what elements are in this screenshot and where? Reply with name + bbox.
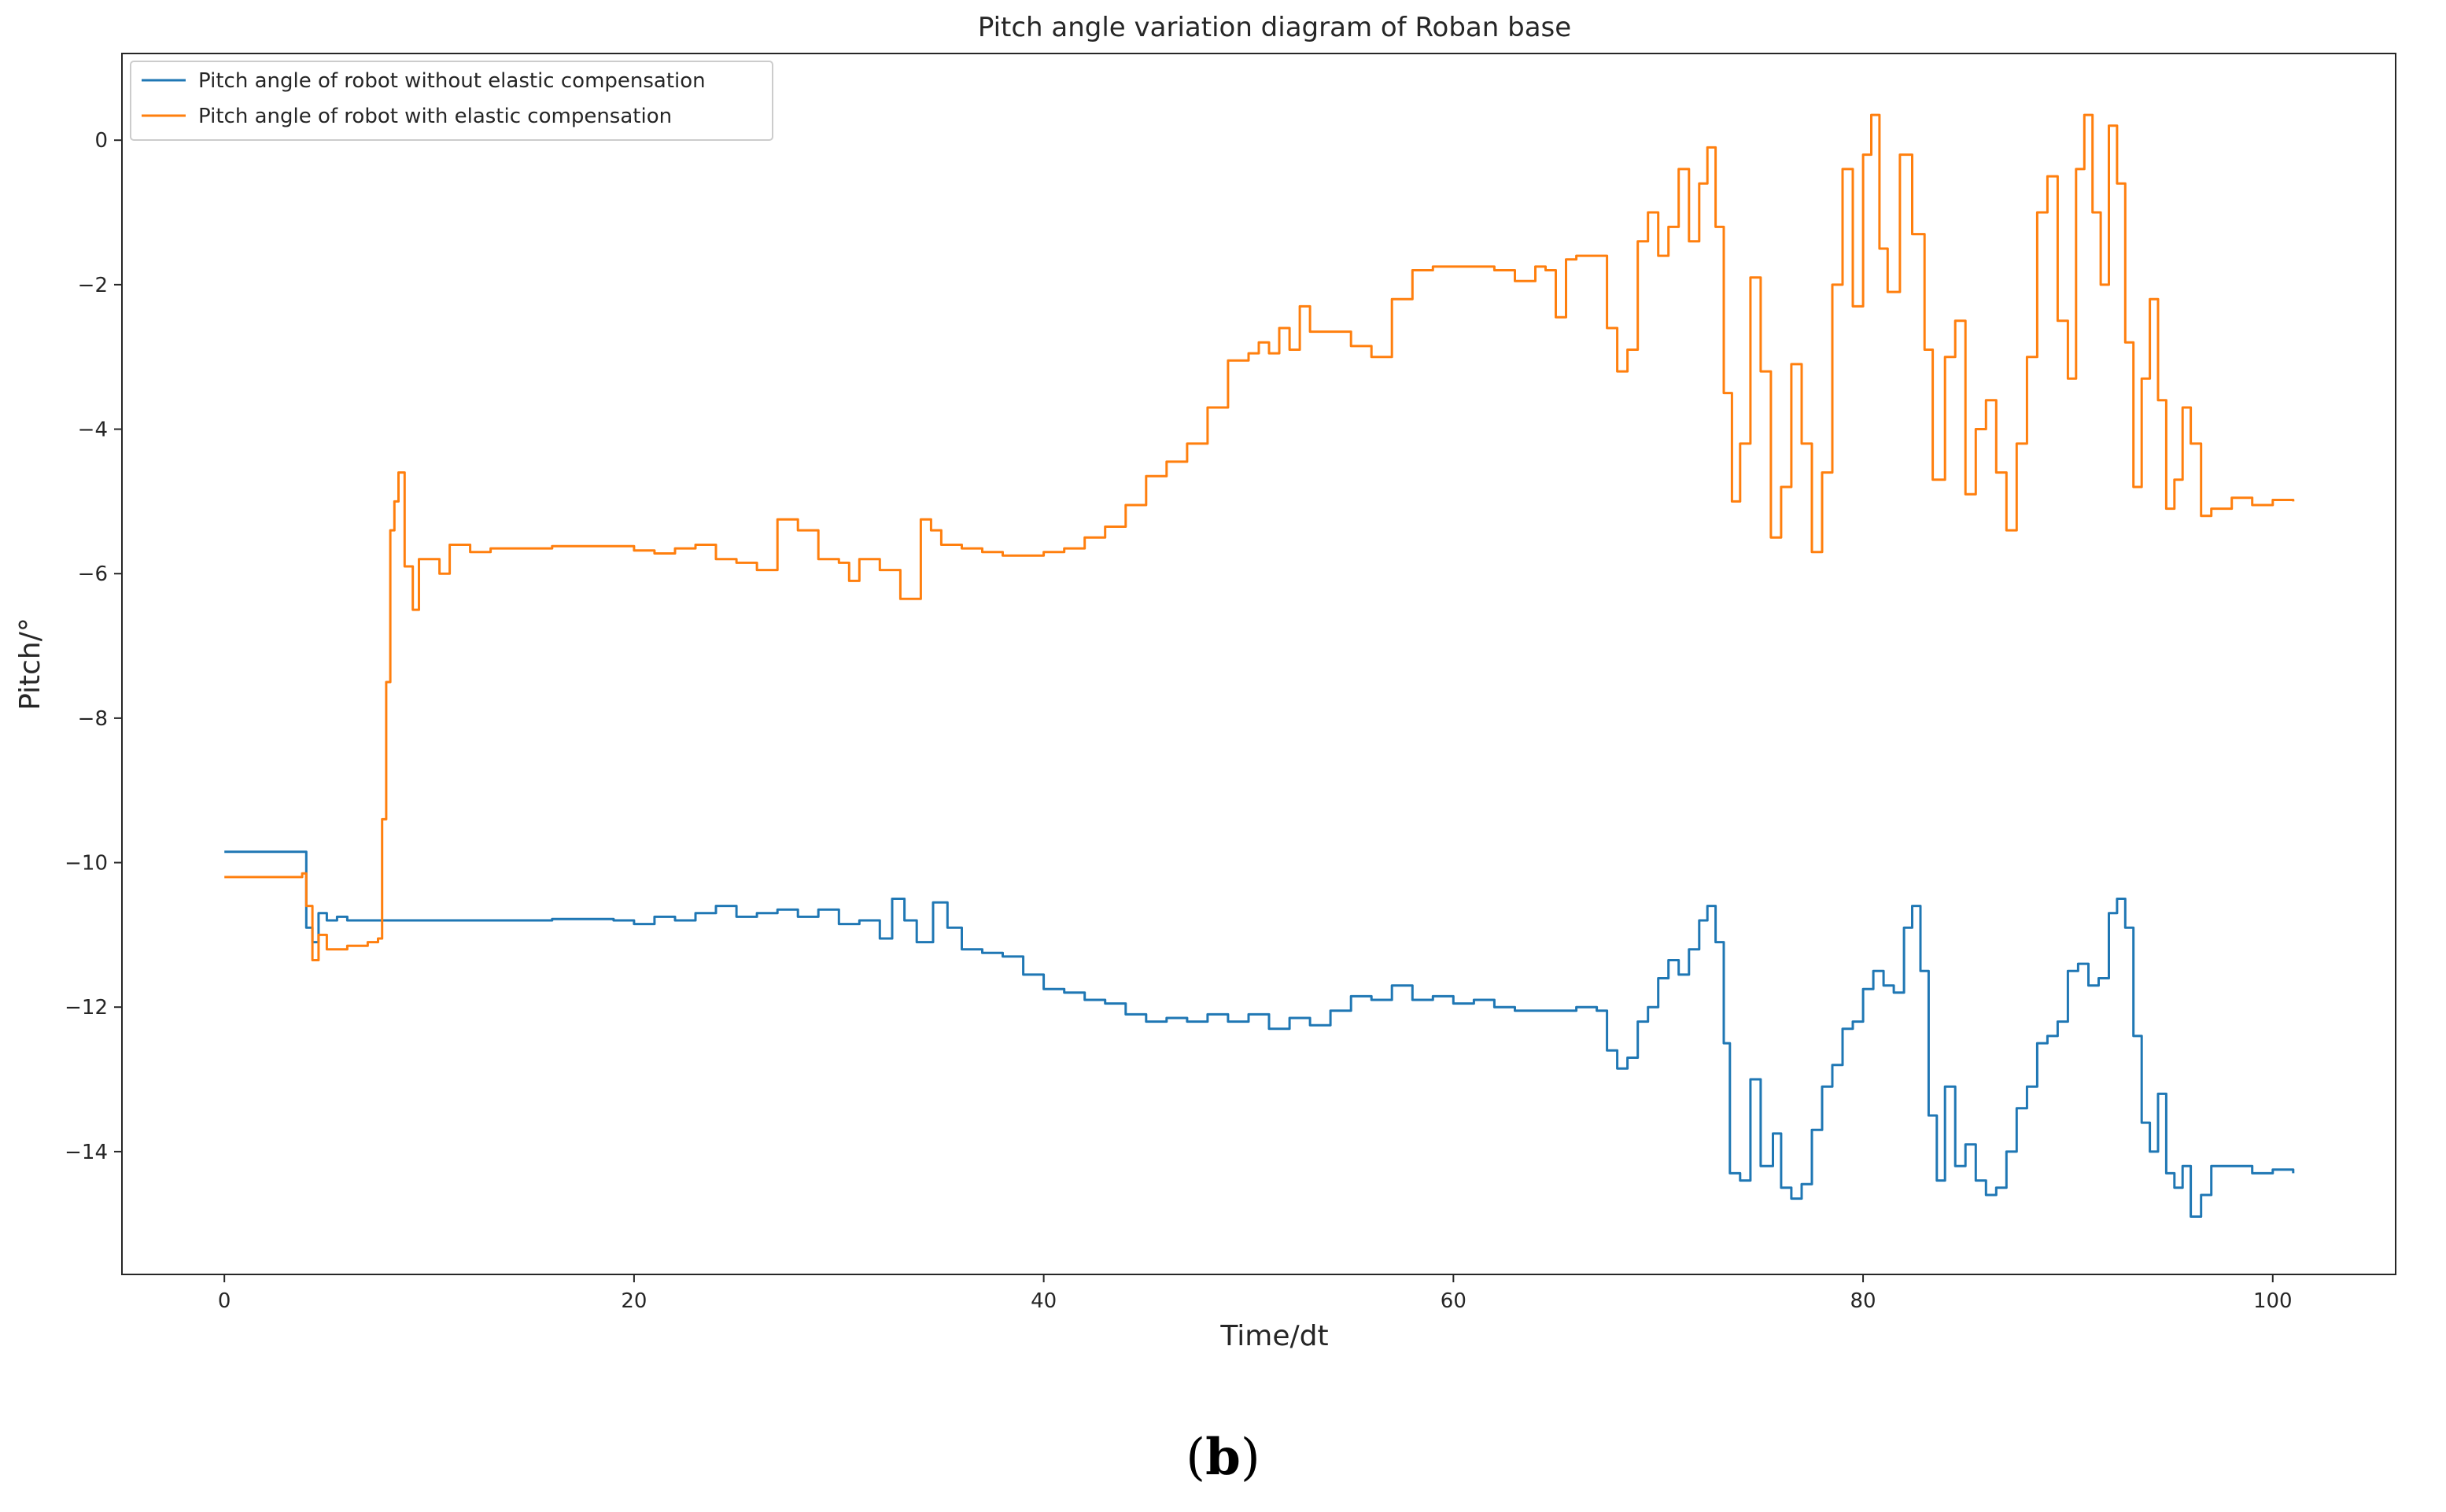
y-axis-label: Pitch/° [14, 618, 46, 710]
axis-ticks: 0 20 40 60 80 100 0 −2 −4 −6 −8 −10 −12 −14 [65, 129, 2292, 1313]
panel-label-letter: b [1205, 1428, 1241, 1487]
legend-label-no-compensation: Pitch angle of robot without elastic com… [198, 69, 706, 93]
y-tick-label: −6 [78, 562, 108, 586]
x-tick-label: 100 [2253, 1289, 2293, 1313]
legend: Pitch angle of robot without elastic com… [130, 61, 773, 141]
x-tick-label: 60 [1441, 1289, 1466, 1313]
legend-label-with-compensation: Pitch angle of robot with elastic compen… [198, 105, 672, 128]
x-tick-label: 20 [621, 1289, 647, 1313]
y-tick-label: 0 [94, 129, 108, 153]
y-tick-label: −14 [65, 1141, 108, 1164]
x-tick-label: 80 [1850, 1289, 1876, 1313]
x-tick-label: 40 [1031, 1289, 1057, 1313]
legend-box [130, 61, 773, 141]
series-line-with-compensation [224, 113, 2295, 961]
panel-label: (b) [0, 1428, 2446, 1487]
y-tick-label: −4 [78, 419, 108, 442]
x-tick-label: 0 [218, 1289, 231, 1313]
y-tick-label: −8 [78, 707, 108, 731]
y-tick-label: −12 [65, 996, 108, 1020]
y-tick-label: −2 [78, 274, 108, 297]
pitch-chart: Pitch angle variation diagram of Roban b… [14, 12, 2396, 1352]
panel-label-close: ) [1240, 1429, 1260, 1487]
x-axis-label: Time/dt [1219, 1320, 1328, 1352]
series-line-no-compensation [224, 850, 2295, 1218]
y-tick-label: −10 [65, 852, 108, 876]
panel-label-open: ( [1186, 1429, 1206, 1487]
series-lines [224, 113, 2295, 1218]
plot-area [121, 53, 2396, 1275]
chart-title: Pitch angle variation diagram of Roban b… [978, 12, 1571, 43]
